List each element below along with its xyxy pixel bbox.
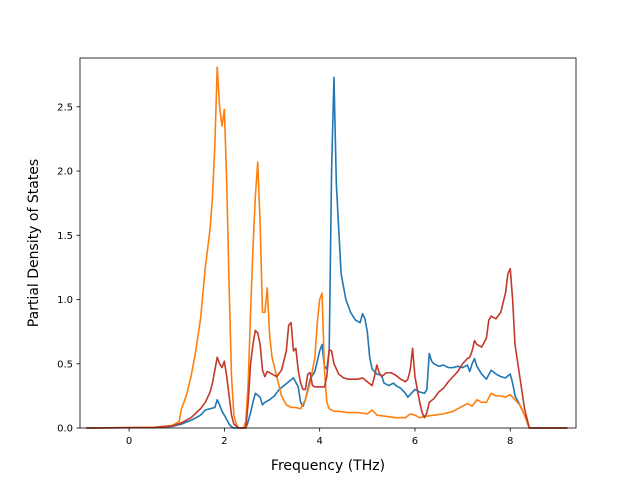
y-tick-label: 1.0 [57, 295, 73, 306]
x-axis-label: Frequency (THz) [271, 458, 385, 474]
y-tick-label: 0.0 [57, 424, 73, 435]
x-axis: 0 2 4 6 8 [126, 428, 513, 447]
x-tick-label: 6 [412, 436, 418, 447]
y-tick-label: 2.0 [57, 167, 73, 178]
series-line-1 [86, 66, 568, 429]
x-tick-label: 2 [221, 436, 227, 447]
y-tick-label: 0.5 [57, 359, 73, 370]
y-axis-label: Partial Density of States [26, 159, 42, 327]
x-tick-label: 4 [316, 436, 322, 447]
series-line-2 [86, 267, 568, 429]
y-axis: 0.0 0.5 1.0 1.5 2.0 2.5 [57, 102, 80, 435]
x-tick-label: 0 [126, 436, 132, 447]
x-tick-label: 8 [507, 436, 513, 447]
y-tick-label: 1.5 [57, 231, 73, 242]
y-tick-label: 2.5 [57, 102, 73, 113]
plot-frame [79, 57, 577, 429]
